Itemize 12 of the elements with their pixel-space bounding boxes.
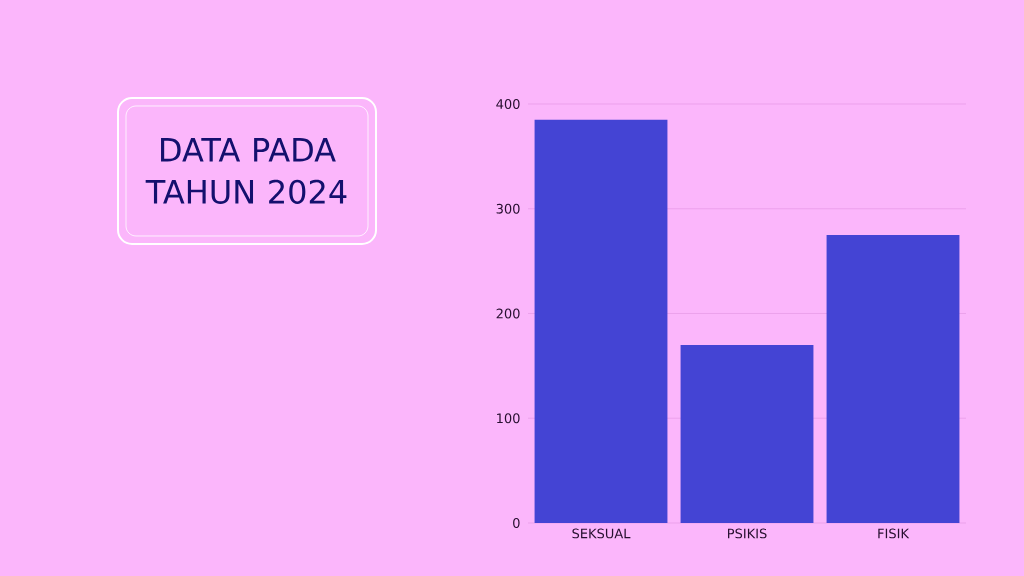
text: DATA PADA TAHUN 2024 [145,138,347,204]
x-tick-label: PSIKIS [728,528,767,539]
x-tick-label: SEKSUAL [572,528,631,539]
bar [680,344,814,523]
y-tick-label: 0 [513,518,520,528]
bar [826,234,960,523]
y-tick-label: 200 [496,308,520,319]
y-tick-label: 400 [496,99,520,109]
y-tick-label: 300 [496,203,520,214]
x-tick-label: FISIK [878,528,910,539]
y-tick-label: 100 [497,413,520,424]
bar [534,119,668,523]
